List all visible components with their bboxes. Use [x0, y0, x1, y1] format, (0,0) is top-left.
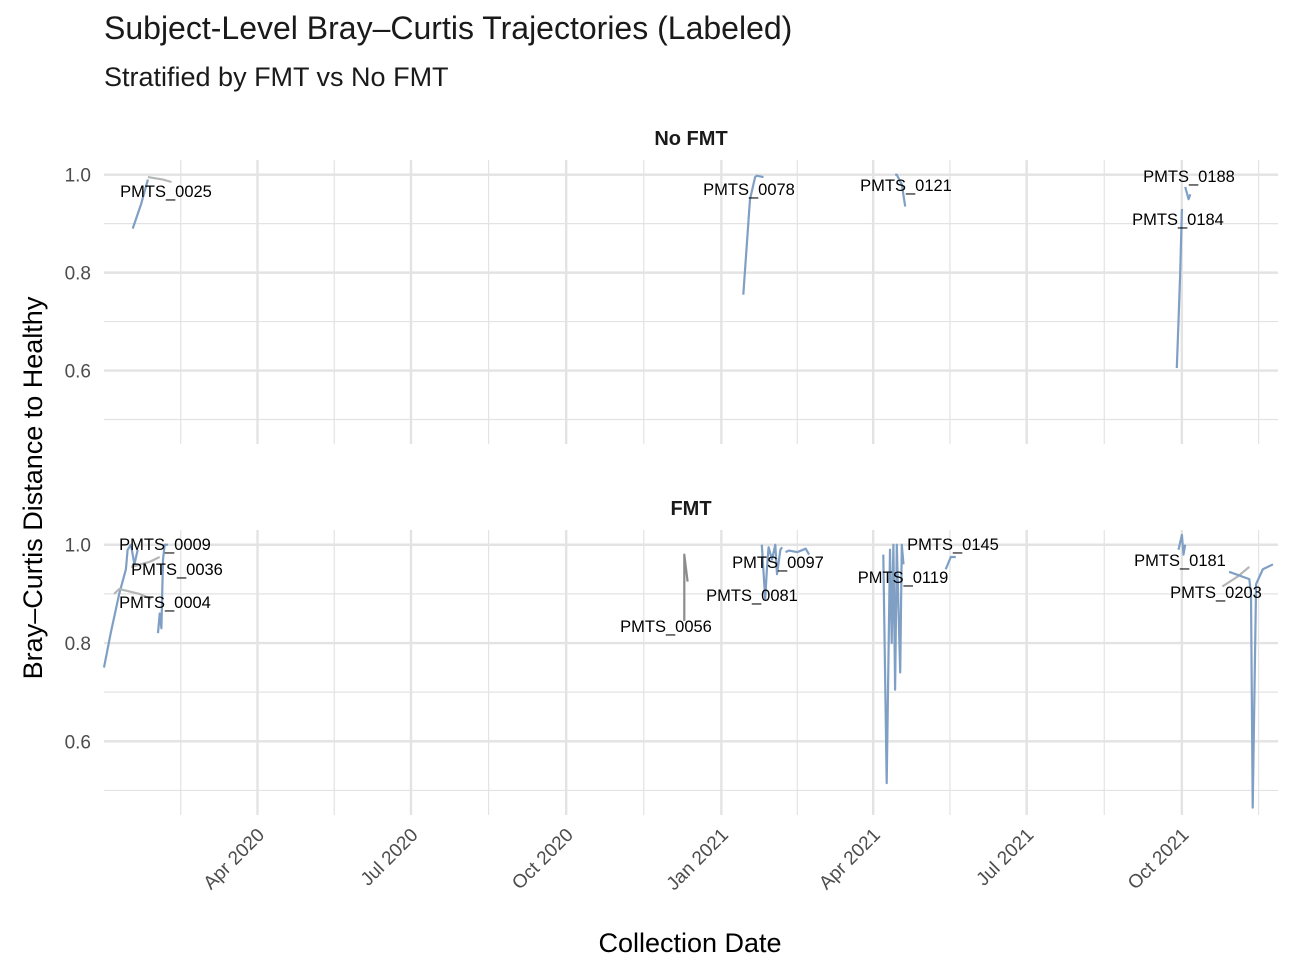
series-line-pmts_0097: [785, 547, 811, 556]
facet-strip-label: FMT: [670, 498, 711, 520]
y-tick-label: 0.8: [65, 634, 91, 655]
subject-label: PMTS_0056: [620, 618, 712, 636]
series-line-pmts_0119: [882, 543, 905, 785]
subject-label: PMTS_0097: [732, 554, 824, 572]
series-line: [1228, 563, 1274, 809]
x-tick-label: Apr 2021: [815, 825, 884, 894]
series-line-pmts_0188: [1184, 186, 1192, 201]
series-line-pmts_0004: [113, 587, 152, 600]
series-line-pmts_0181: [1177, 533, 1187, 556]
x-axis-title: Collection Date: [598, 928, 781, 958]
y-tick-label: 0.8: [65, 264, 91, 285]
y-axis-title: Bray–Curtis Distance to Healthy: [18, 296, 48, 679]
facet-strip-label: No FMT: [654, 128, 727, 150]
y-tick-label: 0.6: [65, 732, 91, 753]
series-line-pmts_0025: [131, 179, 149, 229]
x-tick-label: Oct 2021: [1124, 825, 1193, 894]
subject-label: PMTS_0036: [131, 561, 223, 579]
panel-fmt: FMT 0.6 0.8 1.0 PMTS_0009 PMTS_0036 PMTS_0004 P…: [65, 498, 1278, 815]
subject-label: PMTS_0181: [1134, 552, 1226, 570]
chart-subtitle: Stratified by FMT vs No FMT: [104, 62, 449, 92]
subject-label: PMTS_0009: [119, 536, 211, 554]
subject-label: PMTS_0184: [1132, 211, 1224, 229]
y-tick-label: 1.0: [65, 166, 91, 187]
series-line-pmts_0203: [1221, 566, 1251, 588]
subject-label: PMTS_0078: [703, 181, 795, 199]
subject-label: PMTS_0121: [860, 177, 952, 195]
series-line-pmts_0145: [944, 555, 956, 570]
subject-label: PMTS_0188: [1143, 168, 1235, 186]
series-line-pmts_0009: [102, 543, 139, 668]
subject-label: PMTS_0004: [119, 594, 211, 612]
x-tick-label: Jul 2020: [357, 825, 423, 891]
subject-label: PMTS_0025: [120, 183, 212, 201]
y-tick-label: 0.6: [65, 362, 91, 383]
subject-label: PMTS_0203: [1170, 584, 1262, 602]
panel-no-fmt: No FMT 0.6 0.8 1.0 PMTS_0025 PMTS_0078 PMTS_01…: [65, 128, 1278, 444]
x-tick-label: Jan 2021: [663, 825, 733, 895]
series-line-pmts_0184: [1175, 208, 1183, 369]
x-tick-label: Apr 2020: [200, 825, 269, 894]
chart-title: Subject-Level Bray–Curtis Trajectories (…: [104, 10, 793, 46]
subject-label: PMTS_0145: [907, 536, 999, 554]
series-line-pmts_0081: [760, 543, 784, 600]
subject-label: PMTS_0081: [706, 587, 798, 605]
x-tick-label: Jul 2021: [973, 825, 1039, 891]
series-line-pmts_0036: [156, 543, 169, 634]
y-tick-label: 1.0: [65, 536, 91, 557]
series-line-pmts_0056: [683, 553, 689, 621]
series-line: [147, 176, 172, 184]
series-line-pmts_0078: [742, 174, 764, 295]
series-line-pmts_0121: [895, 173, 907, 207]
subject-label: PMTS_0119: [858, 569, 949, 587]
x-tick-label: Oct 2020: [508, 825, 577, 894]
series-line: [130, 556, 161, 568]
